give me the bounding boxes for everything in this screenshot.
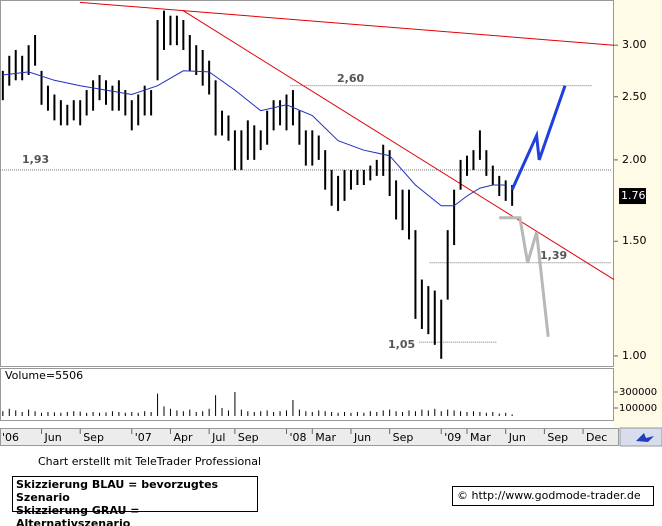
- y-tick-label: 1.00: [622, 349, 647, 362]
- legend-entry: Skizzierung BLAU = bevorzugtes Szenario: [16, 478, 219, 504]
- chart: Volume=5506 3.00 2.50 2.00 1.50 1.00 300000 10…: [0, 0, 662, 447]
- x-tick-label: Jun: [44, 431, 62, 444]
- trendline: [182, 10, 615, 281]
- level-label: 1,93: [22, 153, 49, 166]
- level-label: 1,05: [388, 338, 415, 351]
- trendline: [79, 1, 615, 46]
- x-tick-label: Apr: [173, 431, 193, 444]
- volume-frame: [0, 368, 614, 421]
- volume-tick-label: 300000: [619, 387, 657, 398]
- x-tick-label: Dec: [586, 431, 607, 444]
- volume-tick-label: 100000: [619, 403, 657, 414]
- scenario-line: [510, 85, 567, 191]
- axis-panel: [614, 0, 662, 428]
- x-tick-label: Sep: [238, 431, 259, 444]
- y-tick-label: 3.00: [622, 38, 647, 51]
- tool-icon: [636, 433, 654, 442]
- scenario-line: [499, 216, 550, 337]
- level-label: 2,60: [337, 72, 364, 85]
- x-tick-label: Sep: [83, 431, 104, 444]
- x-tick-label: Mar: [470, 431, 491, 444]
- x-tick-label: Jun: [508, 431, 526, 444]
- x-tick-label: Mar: [315, 431, 336, 444]
- volume-label: Volume=5506: [5, 369, 83, 382]
- x-tick-label: Sep: [547, 431, 568, 444]
- y-tick-label: 2.50: [622, 90, 647, 103]
- x-tick-label: '08: [289, 431, 306, 444]
- source-link[interactable]: © http://www.godmode-trader.de: [452, 486, 654, 506]
- credit: Chart erstellt mit TeleTrader Profession…: [38, 455, 262, 468]
- x-axis-band: [0, 428, 619, 446]
- price-frame: [0, 0, 614, 367]
- moving-average: [2, 70, 506, 207]
- legend-entry: Skizzierung GRAU = Alternativszenario: [16, 504, 140, 526]
- x-tick-label: Jul: [211, 431, 225, 444]
- x-tick-label: '06: [2, 431, 19, 444]
- level-label: 1,39: [540, 249, 567, 262]
- y-tick-label: 1.50: [622, 234, 647, 247]
- x-tick-label: Sep: [393, 431, 414, 444]
- x-tick-label: '09: [444, 431, 461, 444]
- last-price-box: [619, 188, 646, 205]
- x-tick-label: '07: [135, 431, 152, 444]
- y-tick-label: 2.00: [622, 153, 647, 166]
- legend: Skizzierung BLAU = bevorzugtes Szenario …: [12, 476, 258, 526]
- x-tick-label: Jun: [353, 431, 371, 444]
- last-price-label: 1.76: [621, 189, 646, 202]
